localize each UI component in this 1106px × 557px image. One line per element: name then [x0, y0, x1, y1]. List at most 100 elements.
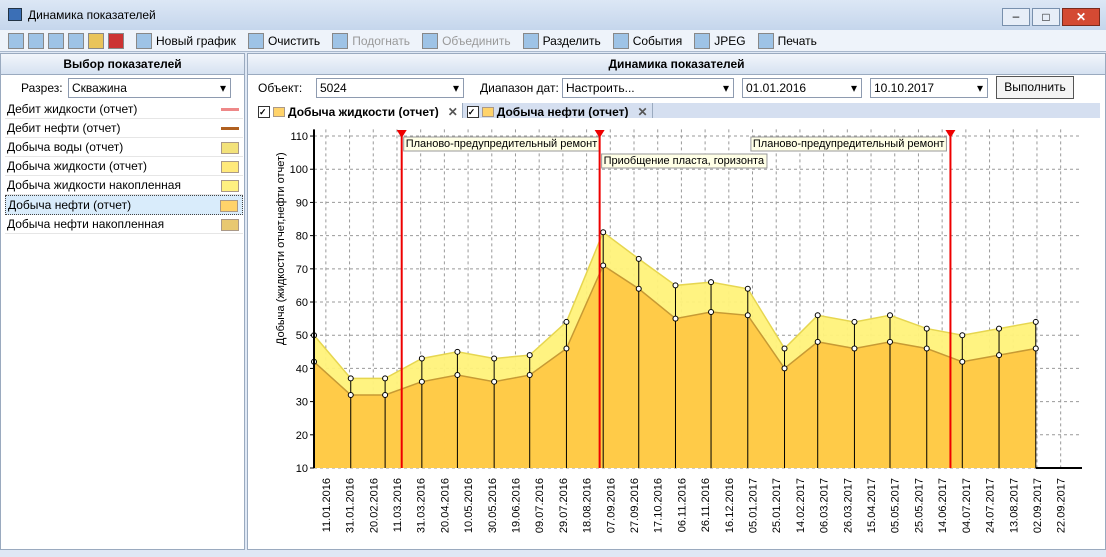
- left-panel: Выбор показателей Разрез: Скважина Дебит…: [0, 53, 245, 550]
- x-tick-label: 31.01.2016: [345, 478, 357, 533]
- x-tick-label: 07.09.2016: [605, 478, 617, 533]
- toolbar-button[interactable]: Новый график: [136, 32, 236, 49]
- object-select[interactable]: 5024: [316, 78, 464, 98]
- x-tick-label: 02.09.2017: [1032, 478, 1044, 533]
- item-label: Дебит нефти (отчет): [7, 121, 121, 135]
- toolbar-button[interactable]: Очистить: [247, 32, 320, 49]
- point: [563, 318, 570, 325]
- tool-icons: [8, 32, 124, 49]
- x-tick-label: 19.06.2016: [510, 478, 522, 533]
- point: [996, 352, 1003, 359]
- point: [851, 318, 858, 325]
- indicator-list: Дебит жидкости (отчет) Дебит нефти (отчет…: [5, 100, 243, 234]
- date-from[interactable]: 01.01.2016: [742, 78, 862, 98]
- toolbar-button[interactable]: Разделить: [522, 32, 601, 49]
- button-icon: [136, 32, 152, 49]
- x-tick-label: 11.01.2016: [321, 478, 333, 532]
- point: [418, 378, 425, 385]
- x-tick-label: 25.05.2017: [913, 478, 925, 533]
- x-tick-label: 06.11.2016: [676, 478, 688, 532]
- button-icon: [522, 32, 539, 49]
- minimize[interactable]: –: [1002, 8, 1030, 26]
- y-tick-label: 50: [296, 330, 308, 342]
- left-header: Выбор показателей: [1, 54, 244, 75]
- point: [454, 348, 461, 355]
- x-tick-label: 20.04.2016: [439, 478, 451, 533]
- maximize[interactable]: □: [1032, 8, 1060, 26]
- close[interactable]: ✕: [1062, 8, 1100, 26]
- point: [959, 358, 966, 365]
- y-axis-label: Добыча (жидкости отчет,нефти отчет): [275, 152, 287, 345]
- point: [526, 352, 533, 359]
- tab-icon: [273, 107, 285, 117]
- section-label: Разрез:: [21, 81, 63, 95]
- indicator-item[interactable]: Добыча воды (отчет): [5, 138, 243, 157]
- x-tick-label: 16.12.2016: [724, 478, 736, 533]
- point: [600, 229, 607, 236]
- point: [1032, 345, 1039, 352]
- y-tick-label: 90: [296, 197, 308, 209]
- point: [923, 325, 930, 332]
- point: [635, 285, 642, 292]
- point: [851, 345, 858, 352]
- indicator-item[interactable]: Добыча жидкости (отчет): [5, 157, 243, 176]
- range-select[interactable]: Настроить...: [562, 78, 734, 98]
- indicator-item[interactable]: Добыча жидкости накопленная: [5, 176, 243, 195]
- toolbar-button[interactable]: JPEG: [694, 32, 746, 49]
- button-label: JPEG: [714, 33, 746, 48]
- x-tick-label: 17.10.2016: [653, 478, 665, 533]
- button-icon: [694, 32, 711, 49]
- x-tick-label: 11.03.2016: [392, 478, 404, 532]
- item-icon: [221, 180, 239, 192]
- point: [672, 282, 679, 289]
- point: [563, 345, 570, 352]
- event-marker: [396, 130, 407, 138]
- point: [708, 279, 715, 286]
- section-select[interactable]: Скважина: [68, 78, 231, 98]
- chart-tab[interactable]: ✓ Добыча жидкости (отчет) ✕: [254, 103, 463, 121]
- run-button[interactable]: Выполнить: [996, 76, 1074, 99]
- button-label: События: [632, 33, 683, 48]
- tab-close[interactable]: ✕: [637, 105, 648, 119]
- x-tick-label: 26.03.2017: [842, 478, 854, 533]
- tab-close[interactable]: ✕: [447, 105, 458, 119]
- item-label: Добыча нефти накопленная: [7, 217, 165, 231]
- point: [491, 378, 498, 385]
- indicator-item[interactable]: Добыча нефти накопленная: [5, 215, 243, 234]
- app-icon: [8, 8, 22, 21]
- button-label: Новый график: [156, 33, 236, 48]
- toolbar-button[interactable]: События: [612, 32, 683, 49]
- toolbar-button[interactable]: Объединить: [422, 32, 511, 49]
- point: [781, 345, 788, 352]
- indicator-item[interactable]: Добыча нефти (отчет): [5, 195, 243, 215]
- item-icon: [220, 200, 238, 212]
- y-tick-label: 40: [296, 363, 308, 375]
- toolbar: Новый график Очистить Подогнать Объединить Р…: [0, 30, 1106, 52]
- toolbar-button[interactable]: Подогнать: [332, 32, 410, 49]
- item-icon: [221, 127, 239, 130]
- event-marker: [594, 130, 605, 138]
- item-label: Добыча нефти (отчет): [8, 198, 132, 212]
- indicator-item[interactable]: Дебит нефти (отчет): [5, 119, 243, 138]
- point: [491, 355, 498, 362]
- y-tick-label: 80: [296, 231, 308, 243]
- tab-icon: [481, 107, 494, 117]
- item-label: Дебит жидкости (отчет): [7, 102, 138, 116]
- date-to[interactable]: 10.10.2017: [870, 78, 988, 98]
- chart-tab[interactable]: ✓ Добыча нефти (отчет) ✕: [463, 103, 653, 121]
- item-icon: [221, 219, 239, 231]
- button-icon: [247, 32, 264, 49]
- x-tick-label: 20.02.2016: [368, 478, 380, 533]
- x-tick-label: 14.06.2017: [937, 478, 949, 533]
- event-annotation: Приобщение пласта, горизонта: [601, 153, 768, 169]
- point: [635, 255, 642, 262]
- button-label: Объединить: [442, 33, 511, 48]
- indicator-item[interactable]: Дебит жидкости (отчет): [5, 100, 243, 119]
- toolbar-button[interactable]: Печать: [757, 32, 817, 49]
- x-tick-label: 05.05.2017: [890, 478, 902, 533]
- point: [382, 391, 389, 398]
- button-icon: [612, 32, 629, 49]
- x-tick-label: 14.02.2017: [795, 478, 807, 533]
- item-label: Добыча жидкости (отчет): [7, 159, 147, 173]
- point: [814, 338, 821, 345]
